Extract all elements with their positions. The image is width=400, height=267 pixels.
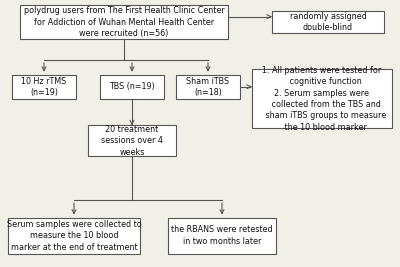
- FancyBboxPatch shape: [88, 125, 176, 156]
- Text: TBS (n=19): TBS (n=19): [109, 82, 155, 91]
- Text: polydrug users from The First Health Clinic Center
for Addiction of Wuhan Mental: polydrug users from The First Health Cli…: [24, 6, 224, 38]
- Text: Serum samples were collected to
measure the 10 blood
marker at the end of treatm: Serum samples were collected to measure …: [7, 220, 141, 252]
- FancyBboxPatch shape: [176, 75, 240, 99]
- Text: Sham iTBS
(n=18): Sham iTBS (n=18): [186, 77, 230, 97]
- Text: 1. All patients were tested for
   cognitive function
2. Serum samples were
   c: 1. All patients were tested for cognitiv…: [258, 66, 386, 132]
- FancyBboxPatch shape: [100, 75, 164, 99]
- FancyBboxPatch shape: [12, 75, 76, 99]
- Text: randomly assigned
double-blind: randomly assigned double-blind: [290, 12, 366, 32]
- FancyBboxPatch shape: [20, 5, 228, 39]
- Text: the RBANS were retested
in two months later: the RBANS were retested in two months la…: [171, 225, 273, 246]
- FancyBboxPatch shape: [168, 218, 276, 254]
- FancyBboxPatch shape: [8, 218, 140, 254]
- Text: 20 treatment
sessions over 4
weeks: 20 treatment sessions over 4 weeks: [101, 125, 163, 157]
- FancyBboxPatch shape: [252, 69, 392, 128]
- FancyBboxPatch shape: [272, 11, 384, 33]
- Text: 10 Hz rTMS
(n=19): 10 Hz rTMS (n=19): [21, 77, 67, 97]
